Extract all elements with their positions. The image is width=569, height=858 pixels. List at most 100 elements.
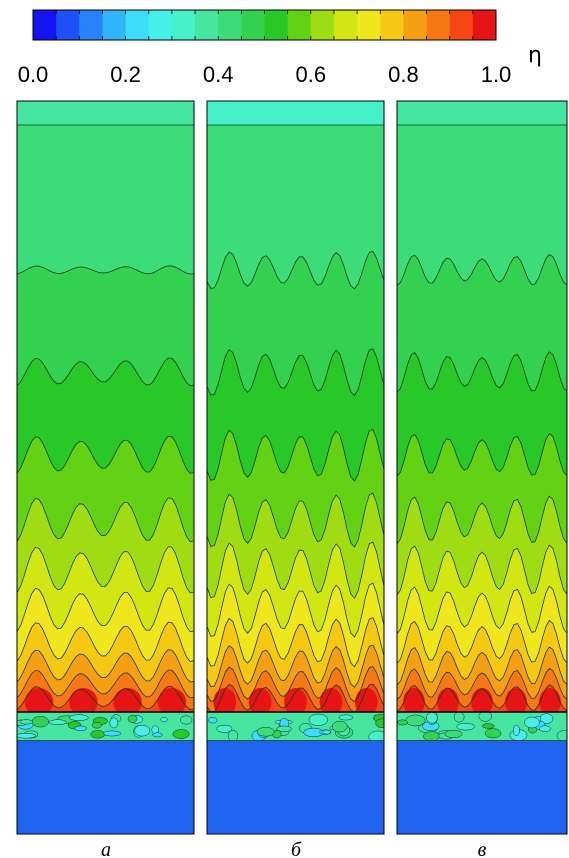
contour-line	[207, 666, 384, 703]
jet-eddy	[208, 717, 218, 724]
jet-eddy	[69, 714, 89, 721]
colorbar-swatch	[472, 10, 497, 40]
colorbar-swatch	[125, 10, 150, 40]
near-wall-peak	[471, 688, 493, 716]
colorbar-tick-label: 0.6	[296, 62, 327, 87]
jet-eddy	[338, 714, 354, 721]
contour-line	[17, 669, 194, 699]
jet-eddy	[539, 713, 554, 724]
panel-c-bottom-region	[397, 741, 567, 834]
jet-layer-band	[17, 712, 194, 741]
colorbar-swatch	[403, 10, 428, 40]
jet-eddy	[426, 712, 438, 724]
near-wall-peak	[437, 688, 459, 716]
panel-a-label: а	[101, 839, 111, 858]
jet-eddy	[227, 729, 239, 742]
near-wall-peak	[284, 688, 307, 716]
jet-eddy	[375, 718, 384, 728]
colorbar-ticks	[32, 10, 497, 40]
contour-line	[207, 644, 384, 688]
colorbar-swatch	[449, 10, 474, 40]
contour-line	[397, 585, 567, 635]
jet-eddy	[405, 714, 426, 727]
jet-eddy	[179, 715, 193, 725]
panel-a-contour-lines	[17, 124, 194, 710]
colorbar-swatch	[148, 10, 173, 40]
contour-line	[397, 544, 567, 596]
near-wall-peak	[248, 688, 272, 716]
colorbar-tick-label: 0.4	[203, 62, 234, 87]
panel-c-label: в	[478, 839, 487, 858]
colorbar-swatch	[79, 10, 103, 40]
panel-b: б	[206, 100, 385, 858]
near-wall-peak	[403, 688, 425, 716]
panel-a-contour-fill	[17, 101, 194, 716]
panel-a-bottom-region	[17, 741, 194, 834]
contour-line	[207, 348, 384, 397]
jet-eddy	[74, 725, 88, 731]
colorbar-tick-labels: 0.0 0.2 0.4 0.6 0.8 1.0	[18, 62, 512, 87]
colorbar-swatch	[287, 10, 312, 40]
near-wall-peak	[354, 688, 378, 716]
colorbar: 0.0 0.2 0.4 0.6 0.8 1.0 η	[18, 9, 542, 87]
contour-line	[397, 253, 567, 286]
jet-eddy	[160, 716, 168, 723]
contour-line	[17, 621, 194, 662]
panel-b-contour-lines	[207, 124, 384, 713]
contour-line	[207, 250, 384, 290]
colorbar-swatch	[218, 10, 242, 40]
jet-eddy	[19, 719, 33, 725]
panel-b-bottom-region	[207, 741, 384, 834]
colorbar-swatch	[241, 10, 265, 40]
contour-line	[207, 492, 384, 548]
jet-eddy	[127, 714, 138, 723]
jet-eddy	[456, 722, 475, 731]
contour-line	[17, 546, 194, 594]
contour-line	[17, 685, 194, 710]
panel-a: а	[16, 100, 195, 858]
colorbar-swatch	[264, 10, 289, 40]
jet-eddy	[512, 724, 520, 736]
jet-eddy	[308, 713, 328, 726]
jet-eddy	[444, 729, 463, 738]
jet-eddy	[482, 723, 495, 729]
near-wall-peak	[505, 688, 527, 716]
contour-line	[17, 265, 194, 275]
panel-b-frame	[206, 100, 385, 835]
colorbar-swatch	[380, 10, 404, 40]
panel-b-jet-layer	[207, 711, 384, 744]
jet-eddy	[17, 732, 36, 739]
panel-a-jet-layer	[17, 711, 194, 742]
panel-c-frame	[396, 100, 568, 835]
colorbar-swatch	[56, 10, 80, 40]
contour-band	[17, 670, 194, 712]
contour-line	[17, 497, 194, 543]
jet-eddy	[31, 715, 49, 728]
panel-c-contour-fill	[397, 101, 567, 716]
near-wall-peak	[539, 688, 561, 716]
contour-line	[397, 495, 567, 545]
jet-eddy	[322, 729, 331, 735]
jet-eddy	[134, 724, 151, 737]
contour-line	[207, 582, 384, 638]
colorbar-tick-label: 0.0	[18, 62, 49, 87]
colorbar-swatch	[333, 10, 358, 40]
contour-line	[207, 541, 384, 599]
contour-line	[17, 357, 194, 387]
jet-eddy	[91, 722, 102, 729]
jet-eddy	[539, 725, 551, 732]
jet-eddy	[453, 711, 465, 723]
contour-line	[397, 667, 567, 700]
contour-line	[207, 617, 384, 668]
jet-eddy	[484, 728, 502, 739]
contour-line	[397, 684, 567, 712]
near-wall-peak	[319, 688, 343, 716]
colorbar-swatch	[33, 10, 57, 40]
contour-line	[397, 351, 567, 393]
panel-c: в	[396, 100, 568, 858]
colorbar-swatch	[102, 10, 127, 40]
jet-eddy	[216, 724, 233, 733]
panel-c-jet-layer	[397, 711, 567, 742]
jet-eddy	[102, 730, 122, 737]
colorbar-swatches	[33, 10, 497, 40]
